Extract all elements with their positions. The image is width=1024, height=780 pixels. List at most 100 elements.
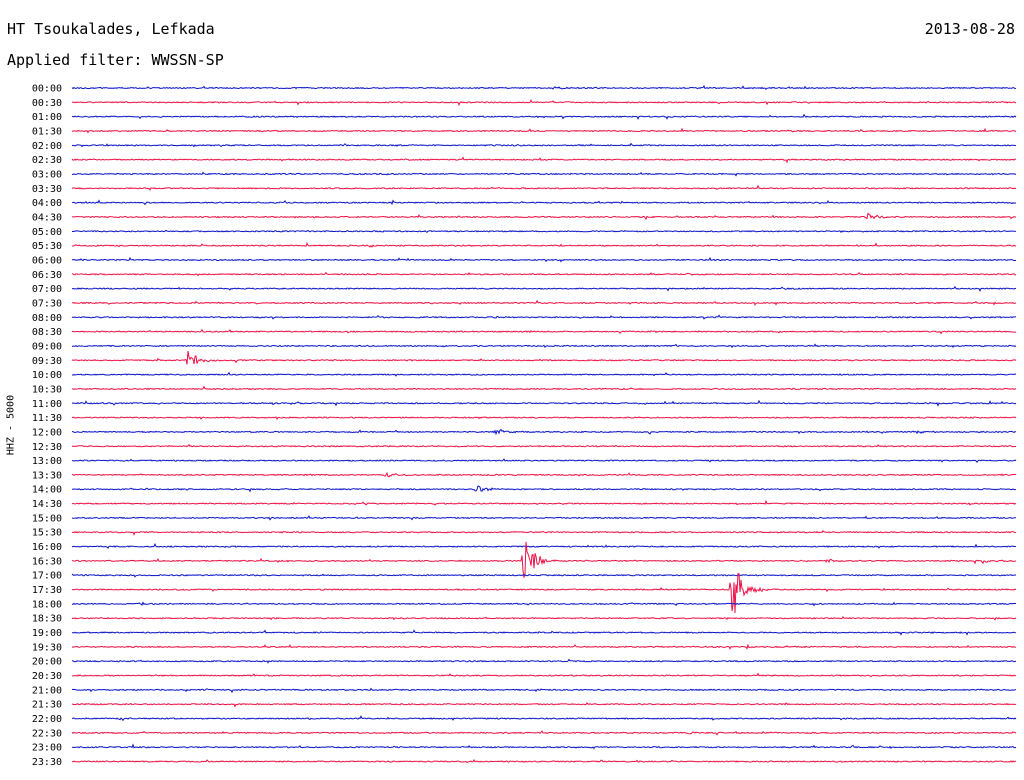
time-label: 17:30: [32, 585, 62, 596]
time-label: 04:00: [32, 198, 62, 209]
trace-line: [71, 515, 1017, 521]
time-label: 11:00: [32, 399, 62, 410]
time-label: 12:00: [32, 427, 62, 438]
time-label: 14:30: [32, 499, 62, 510]
trace-line: [71, 530, 1017, 536]
time-label: 14:00: [32, 485, 62, 496]
time-label: 09:30: [32, 356, 62, 367]
trace-line: [71, 84, 1017, 91]
time-label: 23:30: [32, 757, 62, 768]
trace-line: [72, 485, 1016, 493]
time-label: 06:00: [32, 255, 62, 266]
time-label: 02:00: [32, 141, 62, 152]
trace-line: [71, 499, 1017, 506]
time-label: 15:30: [32, 528, 62, 539]
trace-line: [71, 127, 1017, 134]
trace-line: [71, 543, 1017, 549]
time-label: 19:30: [32, 642, 62, 653]
trace-line: [71, 241, 1017, 248]
time-label: 17:00: [32, 571, 62, 582]
trace-line: [71, 471, 1017, 478]
trace-line: [71, 458, 1017, 464]
traces: [71, 84, 1017, 764]
trace-line: [71, 629, 1017, 636]
time-label: 22:00: [32, 714, 62, 725]
time-label: 03:00: [32, 169, 62, 180]
time-label: 13:00: [32, 456, 62, 467]
trace-line: [71, 184, 1017, 191]
trace-line: [71, 371, 1017, 377]
trace-line: [71, 229, 1017, 233]
trace-line: [71, 616, 1017, 621]
trace-line: [71, 428, 1017, 436]
trace-line: [71, 730, 1017, 736]
time-label: 01:30: [32, 126, 62, 137]
time-label: 21:30: [32, 700, 62, 711]
date-label: 2013-08-28: [924, 20, 1015, 38]
time-label: 02:30: [32, 155, 62, 166]
trace-line: [71, 643, 1017, 650]
time-label: 04:30: [32, 212, 62, 223]
time-label: 05:00: [32, 227, 62, 238]
trace-line: [71, 113, 1017, 120]
time-label: 20:30: [32, 671, 62, 682]
time-label: 00:00: [32, 84, 62, 95]
time-label: 11:30: [32, 413, 62, 424]
time-label: 07:30: [32, 298, 62, 309]
trace-line: [71, 351, 1017, 365]
time-label: 00:30: [32, 98, 62, 109]
time-label: 08:30: [32, 327, 62, 338]
trace-line: [71, 171, 1017, 177]
trace-line: [71, 328, 1017, 335]
trace-line: [71, 343, 1017, 349]
time-label: 18:30: [32, 614, 62, 625]
trace-line: [71, 99, 1017, 106]
trace-line: [72, 672, 1017, 678]
trace-line: [71, 572, 1017, 614]
trace-line: [71, 416, 1017, 420]
time-label: 12:30: [32, 442, 62, 453]
filter-label: Applied filter: WWSSN-SP: [7, 51, 224, 69]
trace-line: [71, 601, 1017, 607]
time-label: 10:00: [32, 370, 62, 381]
time-label: 22:30: [32, 728, 62, 739]
time-label: 20:00: [32, 657, 62, 668]
trace-line: [71, 257, 1017, 263]
time-label: 05:30: [32, 241, 62, 252]
time-label: 15:00: [32, 513, 62, 524]
trace-line: [71, 743, 1017, 750]
trace-line: [71, 399, 1017, 407]
time-label: 23:00: [32, 743, 62, 754]
time-label: 07:00: [32, 284, 62, 295]
time-labels: 00:00 00:30 01:00 01:30 02:00 02:30 03:00 03:30…: [32, 84, 62, 769]
time-label: 19:00: [32, 628, 62, 639]
trace-line: [71, 573, 1017, 578]
trace-line: [71, 541, 1017, 578]
time-label: 06:30: [32, 270, 62, 281]
trace-line: [71, 715, 1017, 722]
trace-line: [71, 385, 1017, 391]
trace-line: [71, 314, 1017, 320]
time-label: 13:30: [32, 470, 62, 481]
time-label: 16:00: [32, 542, 62, 553]
trace-line: [71, 658, 1017, 664]
time-label: 10:30: [32, 384, 62, 395]
trace-line: [72, 271, 1017, 277]
time-label: 09:00: [32, 341, 62, 352]
trace-line: [72, 299, 1017, 306]
time-label: 18:00: [32, 599, 62, 610]
trace-line: [72, 759, 1017, 764]
trace-line: [71, 199, 1016, 206]
time-label: 08:00: [32, 313, 62, 324]
trace-line: [71, 702, 1017, 708]
trace-line: [71, 156, 1016, 164]
trace-line: [71, 444, 1017, 448]
trace-line: [71, 285, 1017, 292]
time-label: 01:00: [32, 112, 62, 123]
trace-line: [71, 212, 1017, 221]
trace-line: [71, 687, 1017, 694]
time-label: 03:30: [32, 184, 62, 195]
trace-line: [71, 142, 1017, 148]
time-label: 21:00: [32, 685, 62, 696]
